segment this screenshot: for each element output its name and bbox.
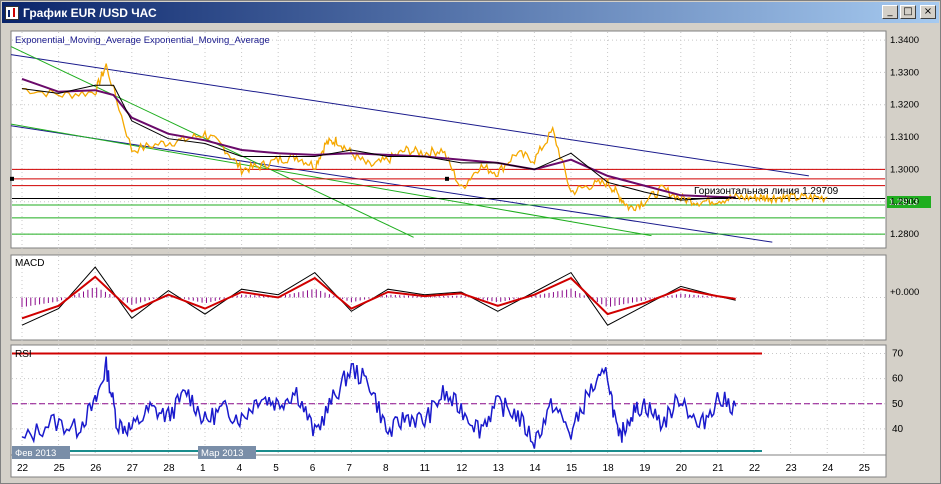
- ema-legend: Exponential_Moving_Average Exponential_M…: [15, 35, 270, 46]
- time-tick-label: 22: [749, 463, 761, 474]
- time-tick-label: 13: [493, 463, 505, 474]
- time-tick-label: 27: [127, 463, 139, 474]
- hline-anchor-handle: [10, 176, 14, 181]
- time-tick-label: 12: [456, 463, 468, 474]
- time-tick-label: 14: [529, 463, 541, 474]
- time-tick-label: 21: [712, 463, 724, 474]
- maximize-button[interactable]: □: [900, 5, 916, 19]
- chart-app-icon: [5, 5, 19, 20]
- macd-signal-line: [21, 275, 736, 320]
- hline-label: Горизонтальная линия 1.29709: [694, 186, 839, 197]
- time-tick-label: 11: [420, 463, 431, 474]
- time-tick-label: 1: [200, 463, 206, 474]
- time-tick-label: 22: [17, 463, 29, 474]
- x-axis-strip: [10, 454, 887, 478]
- price-panel[interactable]: [10, 30, 887, 249]
- price-tick-label: 1.2800: [890, 229, 919, 240]
- time-tick-label: 6: [310, 463, 316, 474]
- month-label-feb: Фев 2013: [15, 448, 56, 459]
- ema-slow-line: [21, 77, 736, 199]
- macd-layer: [21, 266, 736, 326]
- time-tick-label: 15: [566, 463, 578, 474]
- time-tick-label: 25: [859, 463, 871, 474]
- time-tick-label: 25: [54, 463, 66, 474]
- time-tick-label: 24: [822, 463, 834, 474]
- price-tick-label: 1.3400: [890, 35, 919, 46]
- price-layer: [10, 46, 885, 243]
- rsi-tick-label: 70: [892, 349, 904, 360]
- hline-anchor-handle: [445, 176, 449, 181]
- month-label-mar-bg: [198, 446, 256, 459]
- window-controls: _ □ ×: [882, 5, 936, 19]
- time-tick-label: 23: [786, 463, 798, 474]
- time-tick-label: 19: [639, 463, 651, 474]
- time-tick-label: 8: [383, 463, 389, 474]
- month-label-feb-bg: [12, 446, 70, 459]
- ema-fast-line: [21, 84, 736, 201]
- time-tick-label: 26: [90, 463, 102, 474]
- rsi-y-axis: 70 60 50 40: [892, 349, 904, 435]
- close-button[interactable]: ×: [920, 5, 936, 19]
- trend-line-upper-blue: [10, 54, 809, 177]
- month-label-mar: Мар 2013: [201, 448, 243, 459]
- current-price-badge: [887, 196, 931, 208]
- trend-line-lower-blue: [10, 125, 773, 243]
- chart-area[interactable]: Exponential_Moving_Average Exponential_M…: [2, 24, 939, 484]
- rsi-line: [21, 356, 737, 449]
- time-tick-label: 7: [346, 463, 352, 474]
- window-title: График EUR /USD ЧАС: [23, 5, 157, 20]
- minimize-button[interactable]: _: [882, 5, 898, 19]
- macd-label: MACD: [15, 258, 44, 269]
- time-tick-label: 20: [676, 463, 688, 474]
- rsi-label: RSI: [15, 349, 32, 360]
- price-tick-label: 1.3200: [890, 100, 919, 111]
- current-price-value: 1.2913: [889, 197, 918, 208]
- trend-line-green-shallow: [10, 123, 652, 237]
- price-tick-label: 1.3000: [890, 164, 919, 175]
- time-tick-label: 28: [163, 463, 175, 474]
- rsi-tick-label: 50: [892, 399, 904, 410]
- rsi-tick-label: 60: [892, 374, 904, 385]
- time-tick-label: 18: [603, 463, 615, 474]
- price-series-line: [21, 63, 828, 212]
- macd-zero-tick: +0.000: [890, 287, 919, 298]
- price-tick-label: 1.3300: [890, 67, 919, 78]
- price-tick-label: 1.2900: [890, 197, 919, 208]
- macd-line: [21, 266, 736, 326]
- rsi-tick-label: 40: [892, 424, 904, 435]
- rsi-layer: [12, 352, 885, 452]
- price-tick-label: 1.3100: [890, 132, 919, 143]
- price-y-axis: 1.3400 1.3300 1.3200 1.3100 1.3000 1.2900 1.28…: [890, 35, 919, 240]
- time-tick-label: 5: [273, 463, 279, 474]
- title-bar[interactable]: График EUR /USD ЧАС _ □ ×: [2, 2, 939, 23]
- x-axis: 22 25 26 27 28 1 4 5 6 7 8 11 12 13 14 15 18 19 20 21 22 23 24…: [17, 463, 870, 474]
- time-tick-label: 4: [237, 463, 243, 474]
